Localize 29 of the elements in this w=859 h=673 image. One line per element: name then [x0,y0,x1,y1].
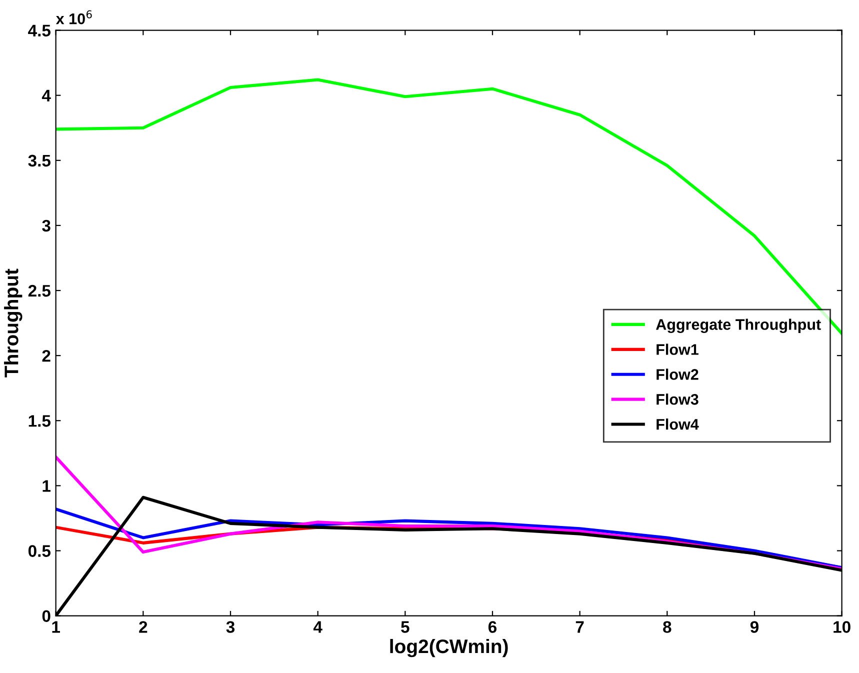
y-tick-label: 0.5 [28,545,51,557]
y-tick-label: 2 [42,350,50,362]
x-tick-label: 1 [52,621,60,633]
legend-label: Flow1 [656,344,698,355]
legend-label: Flow3 [656,394,698,405]
x-tick-label: 5 [401,621,410,633]
y-tick-label: 3.5 [28,154,51,167]
text: x 10$^{6}$ [56,10,92,24]
y-tick-label: 1 [42,480,51,492]
x-tick-label: 2 [139,621,148,633]
x-tick-label: 8 [663,621,672,633]
x-tick-label: 4 [313,621,322,633]
y-tick-label: 2.5 [28,284,51,297]
y-tick-label: 4.5 [28,24,51,36]
legend-label: Flow2 [656,368,698,380]
y-tick-label: 0 [42,610,50,622]
x-tick-label: 9 [750,621,759,633]
legend-label: Flow4 [656,418,699,430]
y-axis-title: Throughput [4,268,22,378]
x-tick-label: 7 [576,621,584,633]
x-tick-label: 6 [488,621,497,633]
x-tick-label: 3 [226,621,235,633]
y-tick-label: 1.5 [28,415,51,427]
y-tick-label: 3 [42,220,50,232]
legend-label: Aggregate Throughput [656,318,821,334]
x-tick-label: 10 [834,621,850,633]
y-tick-label: 4 [42,90,51,102]
x-axis-title: log2(CWmin) [390,638,508,658]
line-series [56,78,842,335]
